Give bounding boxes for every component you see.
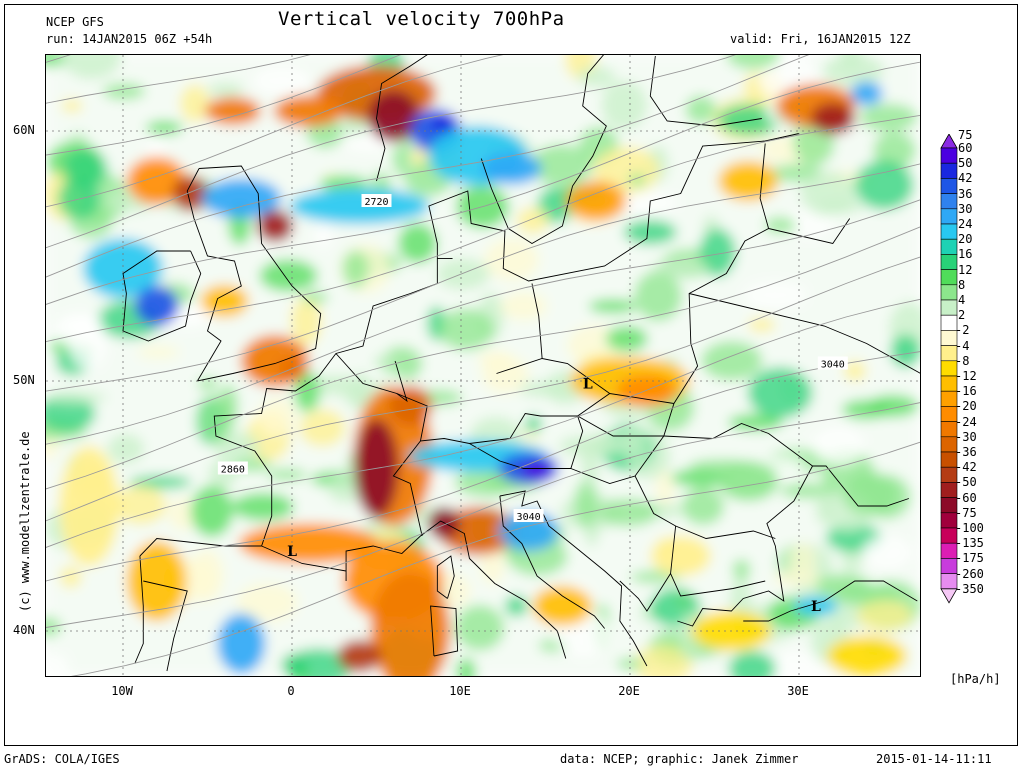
legend-level-label: 24	[958, 217, 973, 231]
legend-level-label: 2	[958, 308, 966, 323]
legend-level-label: -100	[955, 521, 984, 535]
lon-tick-label: 30E	[787, 684, 809, 698]
legend-level-label: 42	[958, 171, 973, 186]
legend-level-label: -50	[955, 475, 977, 490]
map-title: Vertical velocity 700hPa	[278, 8, 565, 30]
low-pressure-marker: L	[811, 599, 821, 615]
legend-level-label: 75	[958, 127, 973, 142]
legend-swatch	[940, 178, 958, 194]
map-canvas: 2720 3040 2860 3040 L L L	[46, 55, 920, 676]
contour-label: 2860	[217, 461, 248, 476]
legend-level-label: -36	[955, 445, 977, 459]
lon-tick-label: 20E	[618, 684, 640, 698]
low-pressure-marker: L	[287, 544, 297, 560]
legend-level-label: -175	[955, 551, 984, 566]
valid-time: valid: Fri, 16JAN2015 12Z	[730, 32, 911, 46]
legend-unit: [hPa/h]	[950, 672, 1001, 686]
lat-tick-label: 50N	[13, 373, 35, 387]
legend-level-label: -135	[955, 536, 984, 551]
legend-level-label: 8	[958, 277, 966, 292]
legend-level-label: 12	[958, 262, 973, 277]
legend-level-label: 36	[958, 186, 973, 201]
legend-level-label: 20	[958, 232, 973, 247]
legend-swatch	[940, 162, 958, 179]
lon-tick-label: 0	[287, 684, 295, 698]
footer-software: GrADS: COLA/IGES	[4, 752, 120, 766]
legend-level-label: -24	[955, 414, 977, 429]
legend-swatch	[940, 254, 958, 270]
legend-swatch	[940, 299, 958, 316]
legend-level-label: -30	[955, 429, 977, 444]
legend-level-label: -42	[955, 460, 977, 475]
footer-timestamp: 2015-01-14-11:11	[876, 752, 992, 766]
lon-tick-label: 10W	[111, 684, 133, 698]
contour-label: 2720	[361, 194, 392, 208]
legend-level-label: -12	[955, 369, 977, 383]
run-info: run: 14JAN2015 06Z +54h	[46, 32, 213, 46]
legend-swatch	[940, 269, 958, 286]
legend-level-label: 30	[958, 201, 973, 216]
model-name: NCEP GFS	[46, 15, 104, 29]
legend-swatch	[940, 208, 958, 225]
svg-text:3040: 3040	[821, 360, 845, 371]
legend-swatch	[940, 238, 958, 255]
legend-level-label: -60	[955, 490, 977, 505]
lat-tick-label: 60N	[13, 123, 35, 137]
legend-level-label: -2	[955, 323, 970, 338]
legend-swatch	[940, 193, 958, 210]
lat-tick-label: 40N	[13, 623, 35, 637]
legend-arrow-bottom	[940, 588, 958, 604]
legend-level-label: 60	[958, 141, 973, 155]
contour-label: 3040	[817, 356, 848, 371]
legend-swatch	[940, 284, 958, 301]
legend-level-label: -16	[955, 384, 977, 399]
map-panel: 2720 3040 2860 3040 L L L	[45, 54, 921, 677]
legend-level-label: -75	[955, 505, 977, 520]
legend-level-label: -20	[955, 399, 977, 414]
legend-level-label: -260	[955, 566, 984, 581]
image-frame	[4, 4, 1018, 746]
contour-label: 3040	[513, 509, 544, 523]
legend-level-label: 4	[958, 293, 966, 307]
svg-text:3040: 3040	[517, 512, 541, 523]
legend-arrow-top	[940, 133, 958, 149]
footer-credit: data: NCEP; graphic: Janek Zimmer	[560, 752, 799, 766]
lon-tick-label: 10E	[449, 684, 471, 698]
legend-colorbar	[940, 133, 958, 604]
svg-text:2720: 2720	[364, 197, 388, 208]
legend-swatch	[940, 223, 958, 240]
low-pressure-marker: L	[583, 377, 593, 393]
legend-level-label: -8	[955, 353, 970, 368]
legend-swatch	[940, 147, 958, 164]
legend-level-label: 16	[958, 247, 973, 262]
watermark: (c) www.modellzentrale.de	[18, 431, 32, 612]
color-legend	[940, 133, 958, 638]
svg-text:2860: 2860	[221, 465, 245, 476]
legend-level-label: -4	[955, 338, 970, 353]
legend-level-label: 50	[958, 156, 973, 171]
legend-level-label: -350	[955, 581, 984, 596]
